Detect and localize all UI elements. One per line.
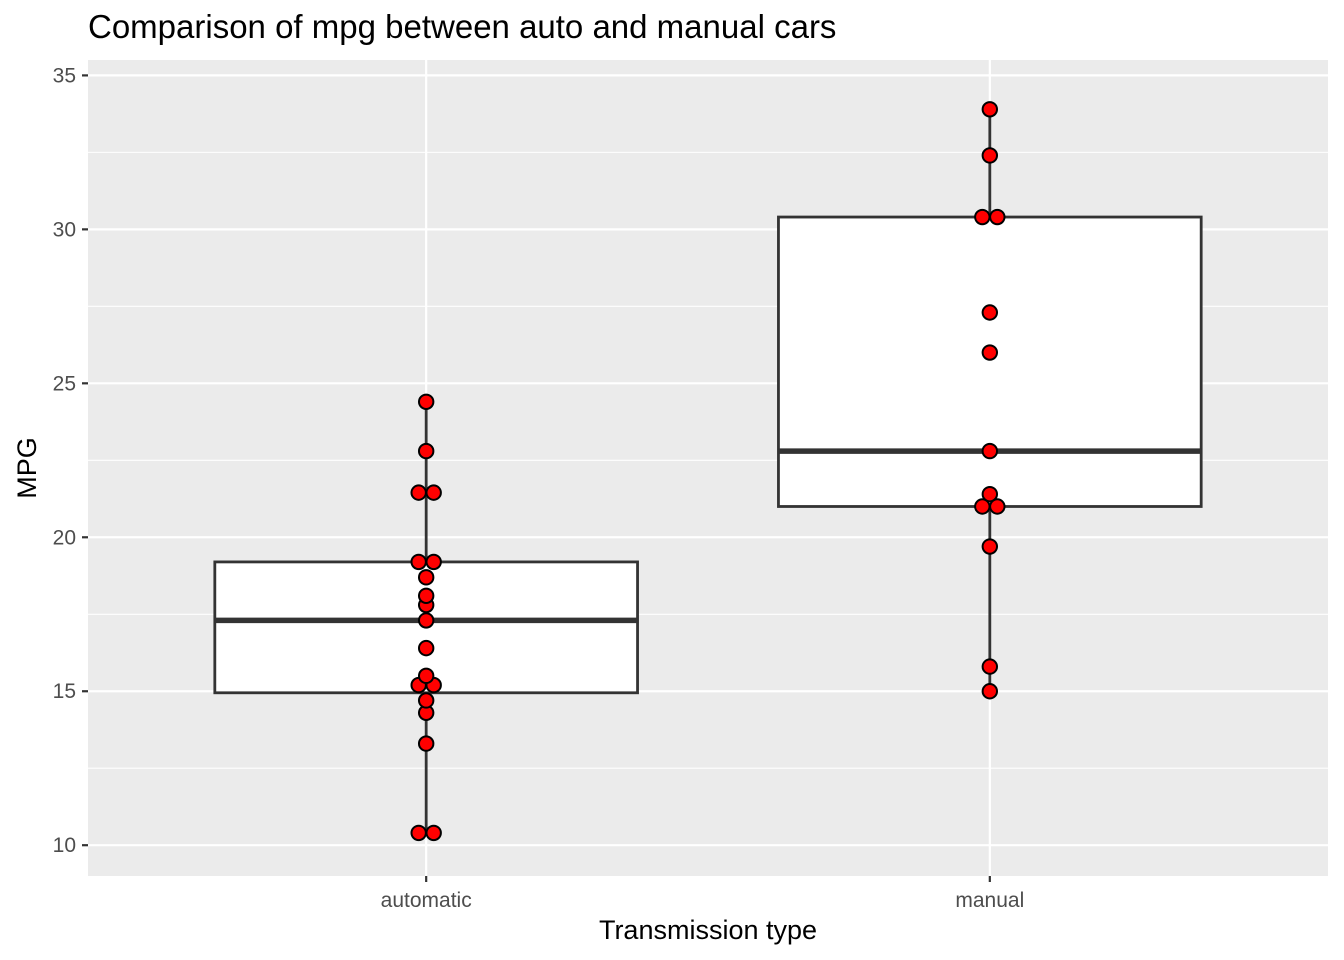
y-tick-label: 25	[53, 372, 76, 395]
data-point-manual	[981, 485, 999, 503]
data-point-manual	[981, 344, 999, 361]
data-point-manual	[981, 304, 999, 321]
axes-layer: 10 15 20 25 30 35 automatic manual	[53, 64, 1025, 912]
x-axis-title: Transmission type	[599, 915, 817, 945]
y-tick-label: 15	[53, 680, 76, 703]
data-point-manual	[974, 208, 991, 226]
data-point-automatic	[417, 639, 435, 657]
data-point-manual	[981, 101, 999, 118]
x-tick-label-automatic: automatic	[381, 889, 472, 912]
data-point-automatic	[417, 442, 435, 460]
data-point-manual	[981, 442, 999, 460]
data-point-automatic	[417, 569, 435, 586]
y-tick-label: 35	[53, 64, 76, 87]
data-point-automatic	[410, 824, 427, 842]
box-manual	[777, 215, 1203, 508]
data-point-automatic	[410, 553, 427, 571]
points-layer	[410, 101, 1006, 842]
x-tick-label-manual: manual	[955, 889, 1024, 912]
data-point-automatic	[425, 824, 442, 842]
data-point-manual	[989, 208, 1006, 226]
data-point-automatic	[417, 393, 435, 410]
data-point-automatic	[417, 667, 435, 685]
data-point-automatic	[425, 484, 442, 501]
y-tick-label: 10	[53, 834, 76, 857]
data-point-automatic	[417, 735, 435, 752]
data-point-automatic	[425, 553, 442, 571]
y-tick-label: 20	[53, 526, 76, 549]
data-point-manual	[981, 658, 999, 675]
data-point-automatic	[410, 484, 427, 501]
data-point-automatic	[417, 612, 435, 629]
data-point-automatic	[417, 587, 435, 604]
chart-title: Comparison of mpg between auto and manua…	[88, 8, 836, 45]
data-point-manual	[981, 147, 999, 164]
y-axis-title: MPG	[12, 437, 42, 499]
data-point-automatic	[417, 692, 435, 709]
data-point-manual	[981, 538, 999, 555]
y-tick-label: 30	[53, 218, 76, 241]
data-point-manual	[981, 683, 999, 700]
data-point-manual	[989, 498, 1006, 515]
